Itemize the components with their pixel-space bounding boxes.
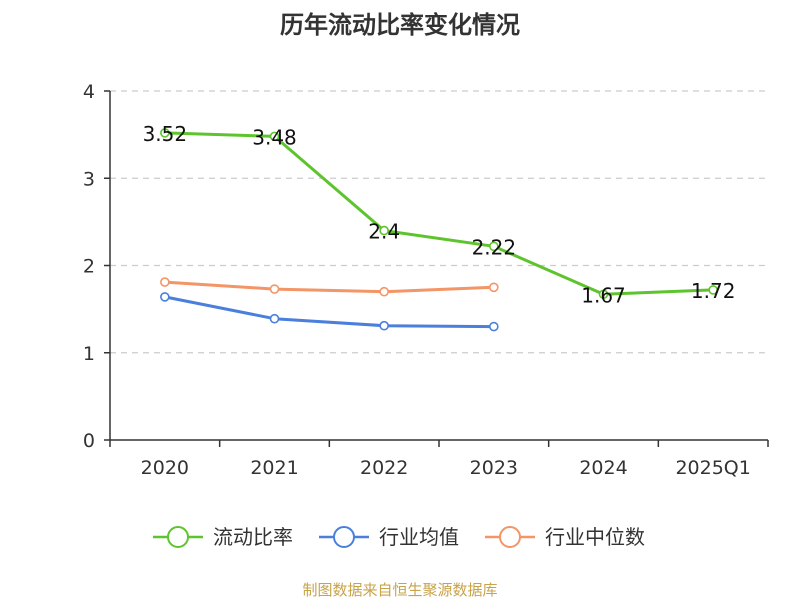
chart-title: 历年流动比率变化情况 — [280, 11, 520, 39]
data-label: 3.52 — [143, 122, 188, 146]
legend-label: 流动比率 — [213, 525, 293, 549]
source-note: 制图数据来自恒生聚源数据库 — [302, 581, 497, 599]
legend: 流动比率 行业均值 行业中位数 — [153, 525, 645, 549]
legend-item-2: 行业中位数 — [485, 525, 645, 549]
legend-marker-icon — [167, 526, 189, 548]
data-label: 2.22 — [472, 235, 517, 259]
legend-label: 行业中位数 — [545, 525, 645, 549]
series-line-2 — [164, 280, 494, 294]
data-label: 2.4 — [368, 220, 400, 244]
y-tick-label: 2 — [83, 256, 95, 278]
axes: 0 1 2 3 4 2020 2021 2022 2023 2024 2025Q1 — [83, 81, 769, 479]
x-tick-label: 2025Q1 — [675, 457, 750, 479]
data-point — [160, 292, 170, 302]
x-tick-label: 2024 — [579, 457, 627, 479]
data-label: 1.67 — [581, 283, 626, 307]
data-point — [269, 284, 280, 294]
data-point — [489, 282, 499, 293]
data-point — [160, 128, 170, 138]
x-tick-label: 2023 — [470, 457, 518, 479]
data-labels: 3.52 3.48 2.4 2.22 1.67 1.72 — [143, 122, 736, 307]
data-point — [379, 225, 389, 236]
x-tick-label: 2021 — [250, 457, 298, 479]
y-tick-label: 1 — [83, 343, 95, 365]
series-line-0 — [164, 131, 714, 296]
data-point — [379, 286, 389, 297]
data-point — [160, 277, 170, 287]
data-point — [489, 321, 499, 332]
legend-marker-icon — [499, 526, 521, 548]
data-point — [708, 285, 718, 295]
data-point — [598, 289, 609, 300]
data-label: 3.48 — [252, 125, 297, 149]
data-point — [269, 131, 280, 142]
y-tick-label: 3 — [83, 168, 95, 190]
series-line-1 — [164, 295, 494, 329]
legend-item-1: 行业均值 — [319, 525, 459, 549]
legend-item-0: 流动比率 — [153, 525, 293, 549]
series-layer — [160, 128, 718, 332]
data-point — [379, 320, 389, 331]
x-tick-label: 2022 — [360, 457, 408, 479]
x-tick-label: 2020 — [141, 457, 189, 479]
legend-marker-icon — [333, 526, 355, 548]
data-point — [269, 313, 280, 324]
y-tick-label: 0 — [83, 430, 95, 452]
grid — [110, 90, 768, 354]
data-label: 1.72 — [691, 279, 736, 303]
y-tick-label: 4 — [83, 81, 95, 103]
data-point — [489, 241, 499, 252]
legend-label: 行业均值 — [379, 525, 459, 549]
